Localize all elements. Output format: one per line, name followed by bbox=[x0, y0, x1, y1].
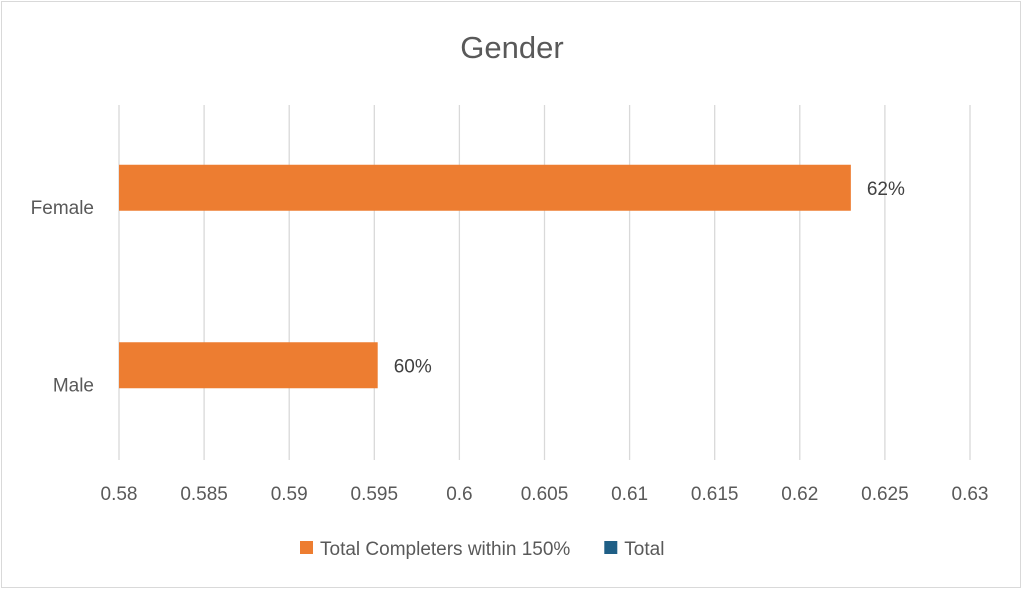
x-tick-label: 0.59 bbox=[271, 484, 308, 505]
legend-label: Total bbox=[624, 539, 664, 560]
x-tick-label: 0.625 bbox=[861, 484, 909, 505]
x-tick-label: 0.605 bbox=[521, 484, 569, 505]
data-label: 60% bbox=[394, 356, 432, 377]
x-tick-label: 0.58 bbox=[101, 484, 138, 505]
bar-male bbox=[119, 342, 378, 389]
category-label: Male bbox=[53, 375, 94, 396]
x-tick-label: 0.595 bbox=[351, 484, 399, 505]
category-label: Female bbox=[31, 198, 94, 219]
x-tick-label: 0.61 bbox=[611, 484, 648, 505]
data-label: 62% bbox=[867, 179, 905, 200]
x-tick-label: 0.615 bbox=[691, 484, 739, 505]
legend-label: Total Completers within 150% bbox=[320, 539, 570, 560]
bar-female bbox=[119, 164, 851, 211]
chart-title: Gender bbox=[460, 30, 563, 65]
x-tick-label: 0.62 bbox=[781, 484, 818, 505]
legend-swatch bbox=[604, 541, 618, 554]
legend-swatch bbox=[300, 541, 313, 554]
x-tick-label: 0.6 bbox=[446, 484, 472, 505]
x-tick-label: 0.585 bbox=[180, 484, 228, 505]
x-tick-label: 0.63 bbox=[952, 484, 989, 505]
